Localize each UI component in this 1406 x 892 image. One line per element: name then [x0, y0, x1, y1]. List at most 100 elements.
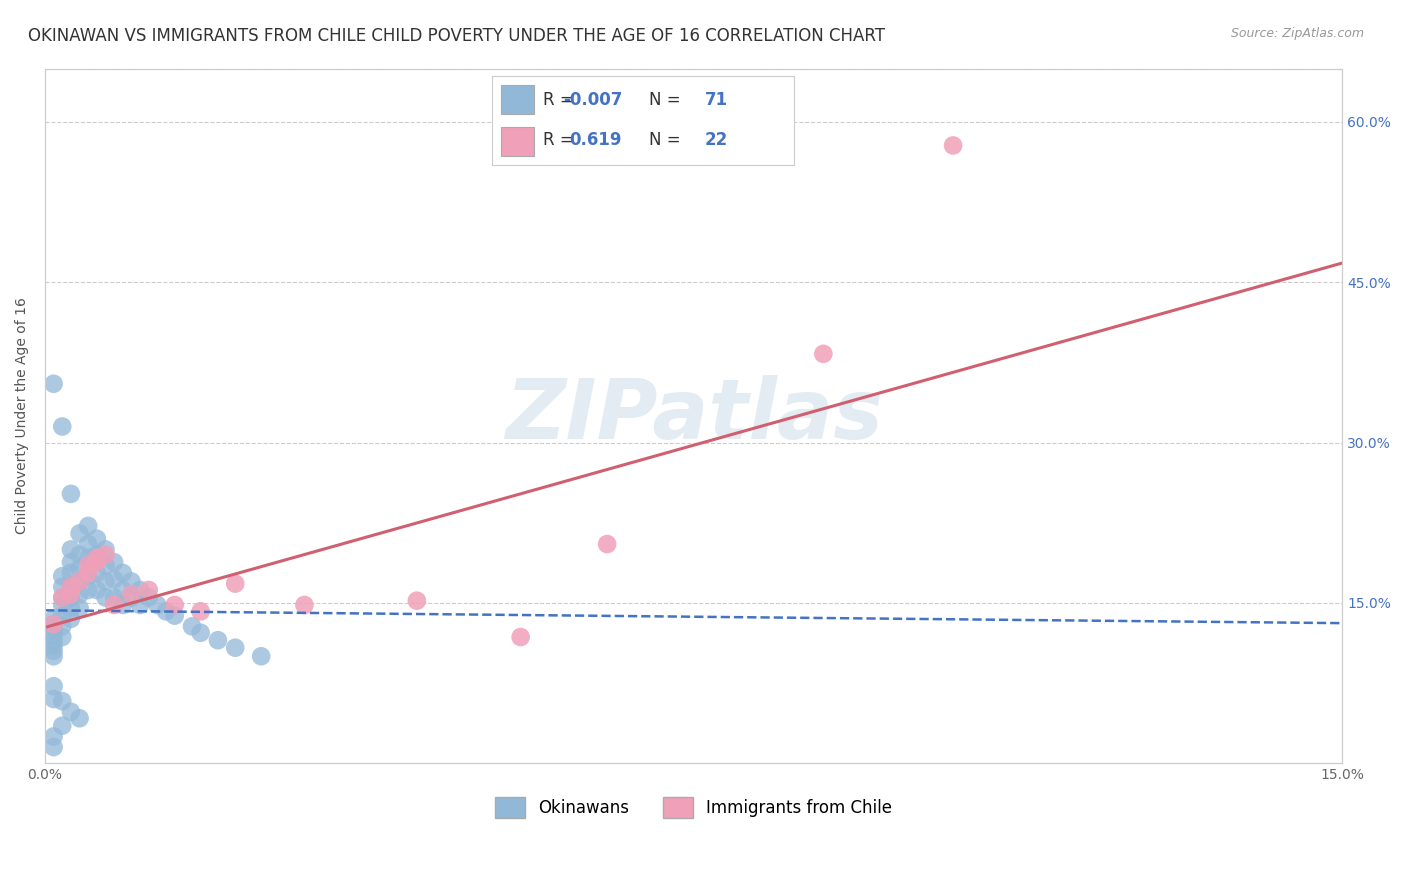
- Point: [59, 587, 82, 601]
- Point: [103, 572, 125, 586]
- Point: [111, 566, 134, 580]
- Text: N =: N =: [650, 91, 681, 109]
- Y-axis label: Child Poverty Under the Age of 16: Child Poverty Under the Age of 16: [15, 297, 30, 534]
- Point: [190, 604, 212, 618]
- Point: [250, 649, 273, 664]
- Point: [59, 705, 82, 719]
- Point: [77, 569, 100, 583]
- Point: [59, 580, 82, 594]
- Point: [129, 598, 152, 612]
- Text: R =: R =: [544, 131, 574, 149]
- Text: Source: ZipAtlas.com: Source: ZipAtlas.com: [1230, 27, 1364, 40]
- Point: [86, 532, 108, 546]
- Point: [129, 582, 152, 597]
- Point: [146, 598, 169, 612]
- Point: [51, 719, 73, 733]
- Point: [77, 582, 100, 597]
- Point: [103, 598, 125, 612]
- Point: [69, 574, 91, 589]
- Point: [42, 623, 65, 637]
- Point: [103, 555, 125, 569]
- Point: [42, 628, 65, 642]
- Point: [224, 640, 246, 655]
- Point: [69, 548, 91, 562]
- Point: [69, 601, 91, 615]
- Point: [138, 591, 160, 605]
- Point: [51, 608, 73, 623]
- Point: [294, 598, 316, 612]
- Text: OKINAWAN VS IMMIGRANTS FROM CHILE CHILD POVERTY UNDER THE AGE OF 16 CORRELATION : OKINAWAN VS IMMIGRANTS FROM CHILE CHILD …: [28, 27, 886, 45]
- Point: [103, 591, 125, 605]
- Point: [86, 551, 108, 566]
- FancyBboxPatch shape: [501, 85, 534, 114]
- Text: -0.007: -0.007: [562, 91, 621, 109]
- Point: [42, 730, 65, 744]
- Point: [42, 612, 65, 626]
- Point: [94, 574, 117, 589]
- Text: R =: R =: [544, 91, 574, 109]
- Point: [207, 633, 229, 648]
- Point: [69, 526, 91, 541]
- Point: [51, 591, 73, 605]
- Point: [42, 617, 65, 632]
- Point: [42, 740, 65, 755]
- Point: [120, 574, 142, 589]
- Point: [42, 639, 65, 653]
- Point: [94, 591, 117, 605]
- Point: [59, 591, 82, 605]
- Point: [77, 566, 100, 580]
- Point: [42, 679, 65, 693]
- Point: [59, 555, 82, 569]
- Point: [42, 644, 65, 658]
- Point: [42, 649, 65, 664]
- Point: [111, 582, 134, 597]
- Legend: Okinawans, Immigrants from Chile: Okinawans, Immigrants from Chile: [488, 790, 898, 824]
- Point: [86, 555, 108, 569]
- Point: [51, 630, 73, 644]
- Point: [59, 542, 82, 557]
- Point: [77, 558, 100, 573]
- Point: [155, 604, 177, 618]
- Point: [94, 548, 117, 562]
- Point: [59, 566, 82, 580]
- Point: [51, 569, 73, 583]
- Point: [405, 593, 427, 607]
- Point: [120, 591, 142, 605]
- Point: [813, 347, 835, 361]
- Point: [51, 580, 73, 594]
- Point: [77, 551, 100, 566]
- Point: [51, 591, 73, 605]
- Point: [77, 519, 100, 533]
- Point: [94, 542, 117, 557]
- Text: N =: N =: [650, 131, 681, 149]
- Point: [163, 608, 186, 623]
- Point: [59, 601, 82, 615]
- Point: [86, 548, 108, 562]
- Point: [138, 582, 160, 597]
- Point: [51, 694, 73, 708]
- Point: [69, 587, 91, 601]
- Point: [86, 566, 108, 580]
- Point: [111, 598, 134, 612]
- Text: 22: 22: [704, 131, 728, 149]
- Point: [42, 617, 65, 632]
- Point: [163, 598, 186, 612]
- Point: [59, 612, 82, 626]
- Point: [59, 487, 82, 501]
- Point: [86, 582, 108, 597]
- Point: [596, 537, 619, 551]
- Point: [509, 630, 531, 644]
- Point: [42, 633, 65, 648]
- Point: [94, 558, 117, 573]
- Point: [942, 138, 965, 153]
- Point: [51, 598, 73, 612]
- FancyBboxPatch shape: [501, 127, 534, 156]
- Point: [69, 711, 91, 725]
- Point: [51, 619, 73, 633]
- Text: ZIPatlas: ZIPatlas: [505, 376, 883, 457]
- Text: 0.619: 0.619: [569, 131, 621, 149]
- Point: [224, 576, 246, 591]
- Point: [42, 692, 65, 706]
- Point: [120, 587, 142, 601]
- Point: [69, 574, 91, 589]
